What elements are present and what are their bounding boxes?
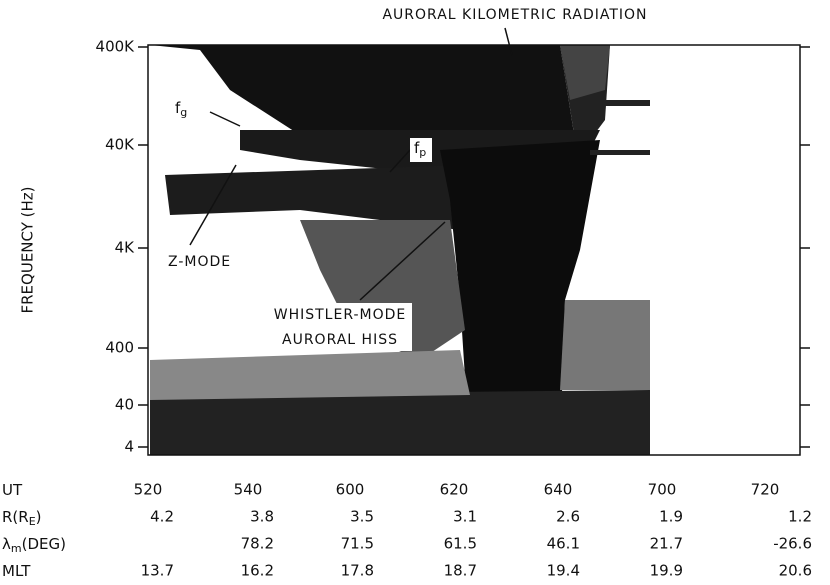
annotation-z-mode: Z-MODE <box>168 254 231 270</box>
label-sub: g <box>180 106 187 119</box>
row-label-part: R(R <box>2 508 29 526</box>
cell: 78.2 <box>241 535 274 553</box>
cell: 540 <box>234 481 263 499</box>
y-tick-label: 4 <box>124 438 134 456</box>
cell: 19.9 <box>650 562 683 580</box>
cell: 19.4 <box>547 562 580 580</box>
cell: 3.8 <box>250 508 274 526</box>
y-tick-label: 400K <box>96 38 136 56</box>
row-label-part: UT <box>2 481 23 499</box>
y-tick-label: 40 <box>115 396 134 414</box>
cell: 4.2 <box>150 508 174 526</box>
row-label-part: ) <box>36 508 42 526</box>
annotation-fg: fg <box>175 99 187 120</box>
y-tick-label: 4K <box>115 239 136 257</box>
y-tick-label: 400 <box>105 339 134 357</box>
row-label: MLT <box>2 562 31 580</box>
row-label-part: MLT <box>2 562 31 580</box>
title: AURORAL KILOMETRIC RADIATION <box>382 7 647 23</box>
cell: 1.9 <box>659 508 683 526</box>
cell: 1.2 <box>788 508 812 526</box>
cell: 16.2 <box>241 562 274 580</box>
row-label-part: (DEG) <box>22 535 66 553</box>
cell: -26.6 <box>773 535 812 553</box>
row-label: UT <box>2 481 23 499</box>
cell: 18.7 <box>444 562 477 580</box>
cell: 71.5 <box>341 535 374 553</box>
cell: 720 <box>751 481 780 499</box>
cell: 13.7 <box>141 562 174 580</box>
spectrogram <box>148 45 800 455</box>
cell: 3.5 <box>350 508 374 526</box>
annotation-hiss: AURORAL HISS <box>282 332 398 348</box>
cell: 20.6 <box>779 562 812 580</box>
cell: 620 <box>440 481 469 499</box>
cell: 46.1 <box>547 535 580 553</box>
cell: 700 <box>648 481 677 499</box>
y-tick-label: 40K <box>105 136 135 154</box>
cell: 640 <box>544 481 573 499</box>
y-axis-label: FREQUENCY (Hz) <box>19 186 37 313</box>
annotation-fp: fp <box>414 139 426 160</box>
cell: 61.5 <box>444 535 477 553</box>
label-sub: p <box>419 146 426 159</box>
axes <box>138 27 810 456</box>
row-label-part: E <box>29 515 36 528</box>
cell: 520 <box>134 481 163 499</box>
cell: 21.7 <box>650 535 683 553</box>
cell: 3.1 <box>453 508 477 526</box>
row-label: λm(DEG) <box>2 535 66 556</box>
annotation-whistler: WHISTLER-MODE <box>274 307 407 323</box>
row-label: R(RE) <box>2 508 42 529</box>
row-label-part: m <box>11 542 22 555</box>
cell: 2.6 <box>556 508 580 526</box>
label: f <box>175 99 181 117</box>
label: f <box>414 139 420 157</box>
cell: 17.8 <box>341 562 374 580</box>
row-label-part: λ <box>2 535 11 553</box>
cell: 600 <box>336 481 365 499</box>
